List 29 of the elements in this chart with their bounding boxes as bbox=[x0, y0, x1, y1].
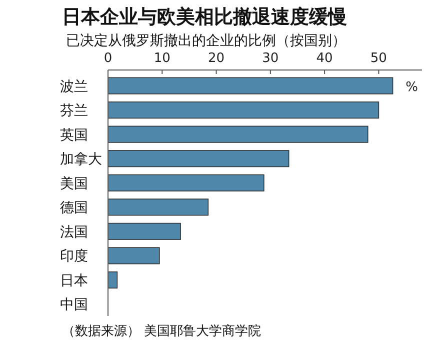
y-tick-label: 波兰 bbox=[60, 78, 88, 95]
x-axis-title: % bbox=[406, 80, 418, 95]
y-tick-label: 中国 bbox=[60, 297, 88, 314]
chart-title: 日本企业与欧美相比撤退速度缓慢 bbox=[62, 6, 347, 28]
y-tick-label: 美国 bbox=[60, 176, 88, 192]
bar bbox=[108, 174, 264, 192]
y-tick-label: 英国 bbox=[60, 127, 88, 144]
bar bbox=[108, 222, 181, 240]
y-tick-label: 德国 bbox=[60, 200, 88, 216]
y-tick-label: 印度 bbox=[60, 248, 88, 265]
bar bbox=[108, 150, 290, 168]
y-tick-label: 日本 bbox=[60, 272, 88, 289]
bar bbox=[108, 247, 160, 264]
x-tick-label: 40 bbox=[316, 51, 333, 66]
y-tick-label: 加拿大 bbox=[60, 152, 102, 168]
x-tick-label: 10 bbox=[154, 51, 170, 66]
x-tick-label: 20 bbox=[208, 51, 225, 66]
bar bbox=[108, 77, 394, 94]
chart-subtitle: 已决定从俄罗斯撤出的企业的比例（按国别） bbox=[66, 33, 346, 49]
bar bbox=[108, 126, 368, 143]
x-tick-label: 50 bbox=[370, 51, 387, 66]
y-tick-label: 法国 bbox=[60, 224, 88, 240]
bar bbox=[108, 102, 380, 119]
y-tick-label: 芬兰 bbox=[60, 103, 88, 120]
bar bbox=[108, 271, 118, 288]
x-tick-label: 30 bbox=[262, 51, 279, 66]
text: （数据来源） 美国耶鲁大学商学院 bbox=[62, 323, 262, 339]
bar bbox=[108, 198, 209, 216]
x-tick-label: 0 bbox=[104, 51, 112, 66]
